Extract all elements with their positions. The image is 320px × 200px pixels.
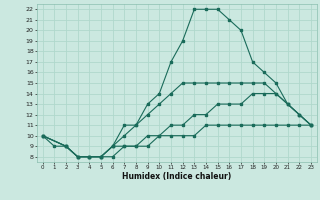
X-axis label: Humidex (Indice chaleur): Humidex (Indice chaleur) <box>122 172 231 181</box>
